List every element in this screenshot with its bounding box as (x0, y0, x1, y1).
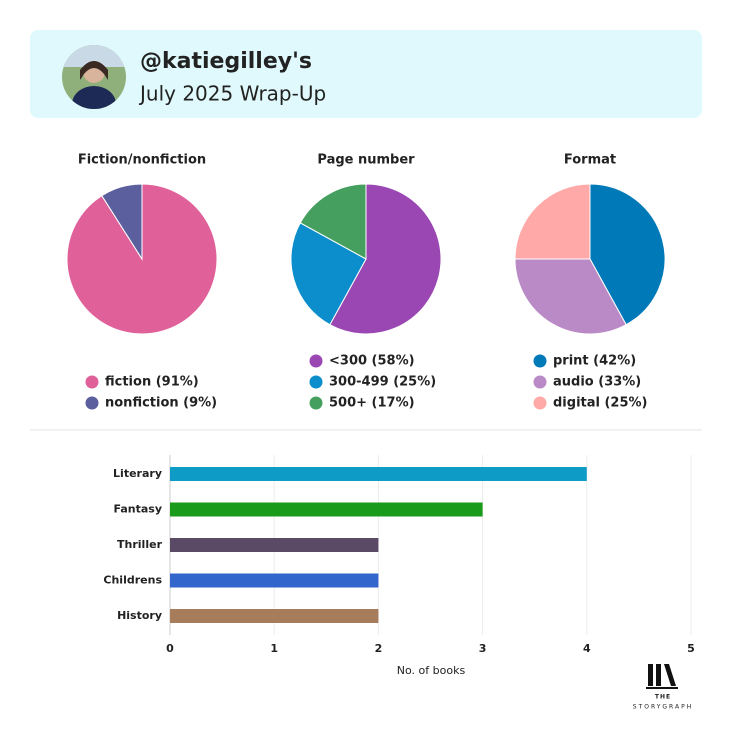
x-tick-label: 4 (583, 642, 591, 655)
legend-label: fiction (91%) (105, 375, 199, 390)
pie-title: Fiction/nonfiction (78, 153, 206, 168)
pie-slice (589, 183, 666, 326)
x-tick-label: 2 (375, 642, 383, 655)
logo-base (646, 687, 678, 689)
y-tick-label: Literary (113, 467, 162, 480)
legend-swatch (533, 354, 547, 368)
legend-label: nonfiction (9%) (105, 396, 217, 411)
x-tick-label: 5 (687, 642, 695, 655)
legend-swatch (309, 375, 323, 389)
legend-label: digital (25%) (553, 396, 648, 411)
x-axis-label: No. of books (397, 664, 466, 677)
legend-label: <300 (58%) (329, 354, 415, 369)
pie-slice (329, 183, 442, 335)
pie-slice (299, 183, 367, 260)
bar (170, 467, 587, 481)
legend-swatch (533, 396, 547, 410)
bar (170, 609, 379, 623)
legend-swatch (85, 396, 99, 410)
legend-label: 300-499 (25%) (329, 375, 436, 390)
pie-slice (514, 258, 627, 335)
y-tick-label: Thriller (117, 538, 163, 551)
legend-swatch (309, 396, 323, 410)
pie-title: Page number (317, 153, 415, 168)
x-tick-label: 0 (166, 642, 174, 655)
bar (170, 538, 379, 552)
logo-text: STORYGRAPH (633, 704, 693, 711)
y-tick-label: Fantasy (113, 503, 162, 516)
header-subtitle: July 2025 Wrap-Up (138, 82, 326, 106)
logo: THE STORYGRAPH (633, 664, 693, 711)
legend-swatch (85, 375, 99, 389)
pie-slice (514, 183, 591, 260)
x-tick-label: 1 (270, 642, 278, 655)
legend-label: audio (33%) (553, 375, 641, 390)
pie-slice (290, 222, 367, 326)
avatar (62, 45, 126, 109)
y-tick-label: Childrens (103, 574, 162, 587)
legend-label: 500+ (17%) (329, 396, 415, 411)
pie-title: Format (564, 153, 616, 168)
header-title: @katiegilley's (140, 49, 312, 74)
legend-label: print (42%) (553, 354, 636, 369)
logo-bar (656, 664, 661, 686)
logo-bar (648, 664, 653, 686)
logo-text: THE (655, 694, 671, 701)
pie-slice (101, 183, 143, 261)
x-tick-label: 3 (479, 642, 487, 655)
logo-bar (664, 664, 676, 686)
bar (170, 573, 379, 588)
bar (170, 502, 483, 517)
legend-swatch (309, 354, 323, 368)
legend-swatch (533, 375, 547, 389)
header-box (30, 30, 702, 118)
y-tick-label: History (117, 609, 162, 622)
